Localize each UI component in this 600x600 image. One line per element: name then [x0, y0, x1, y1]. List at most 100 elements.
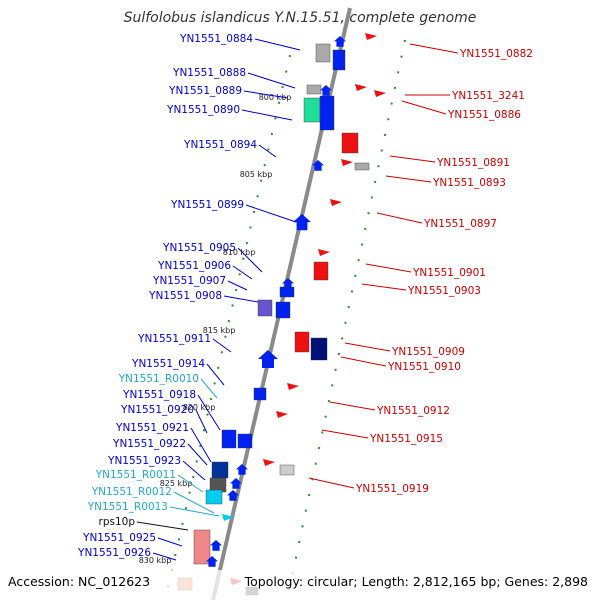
- reverse-gene-label: YN1551_0901: [412, 267, 486, 279]
- footer-backdrop: [0, 570, 600, 600]
- forward-gene-label: YN1551_0914: [131, 358, 205, 370]
- labels: 800 kbp 805 kbp 810 kbp 815 kbp 820 kbp 825 k…: [77, 33, 533, 565]
- forward-leader-line: [243, 90, 289, 99]
- feature-gene-block: [332, 49, 346, 71]
- forward-leader-line: [254, 38, 301, 51]
- forward-leader-line: [157, 537, 183, 547]
- forward-leader-line: [258, 144, 277, 158]
- scale-label: 810 kbp: [223, 248, 256, 257]
- feature-gene-0909: [294, 331, 310, 353]
- forward-leader-line: [187, 443, 208, 466]
- forward-gene-label: YN1551_0920: [120, 404, 194, 416]
- forward-leader-line: [241, 109, 293, 121]
- forward-gene-label: YN1551_0889: [168, 85, 242, 97]
- feature-gene-0907: [279, 286, 295, 298]
- forward-gene-label: YN1551_0899: [170, 199, 244, 211]
- forward-gene-label: YN1551_0918: [122, 389, 196, 401]
- feature-gene-0925: [210, 540, 222, 551]
- feature-gene-0914: [253, 387, 267, 401]
- scale-label: 800 kbp: [259, 93, 292, 102]
- forward-gene-label: YN1551_0890: [166, 104, 240, 116]
- forward-leader-line: [227, 280, 248, 291]
- feature-gene-0890: [303, 97, 321, 123]
- reverse-gene-label: YN1551_0897: [423, 218, 497, 230]
- feature-gene-0890b: [319, 95, 335, 131]
- feature-gene-0920: [221, 429, 237, 449]
- feature-gene-rps10p: [193, 529, 211, 565]
- reverse-leader-line: [409, 43, 459, 54]
- scale-label: 815 kbp: [203, 326, 236, 335]
- forward-gene-label: YN1551_0922: [112, 438, 186, 450]
- forward-leader-line: [232, 265, 253, 280]
- accession-text: Accession: NC_012623: [8, 574, 150, 589]
- feature-gene-0910: [310, 337, 328, 361]
- feature-gene-0912: [287, 383, 299, 390]
- feature-gene-3241: [355, 84, 367, 91]
- feature-gene-0922: [211, 461, 229, 479]
- forward-leader-line: [212, 338, 232, 353]
- reverse-leader-line: [376, 212, 423, 224]
- feature-gene-0926: [206, 556, 218, 567]
- feature-gene-0886: [374, 90, 386, 97]
- reverse-gene-label: YN1551_0886: [447, 109, 521, 121]
- forward-gene-label: YN1551_0923: [107, 455, 181, 467]
- reverse-gene-label: YN1551_0903: [407, 285, 481, 297]
- feature-gene-0882: [365, 33, 377, 40]
- feature-gene-0884: [334, 36, 346, 47]
- forward-gene-label: YN1551_0905: [162, 242, 236, 254]
- forward-leader-line: [182, 460, 206, 481]
- forward-leader-line: [200, 378, 218, 399]
- feature-gene-arrow: [236, 464, 248, 475]
- feature-gene-0915: [276, 411, 288, 418]
- feature-gene-0894: [312, 160, 324, 171]
- forward-leader-line: [177, 474, 204, 493]
- map-title: Sulfolobus islandicus Y.N.15.51, complet…: [124, 10, 477, 26]
- feature-gene-0908: [257, 299, 273, 317]
- reverse-leader-line: [365, 263, 412, 273]
- feature-gene-0906: [282, 278, 294, 289]
- forward-leader-line: [169, 506, 220, 517]
- forward-gene-label: YN1551_0911: [137, 333, 211, 345]
- features: [177, 33, 386, 596]
- feature-gene-0921: [237, 433, 253, 449]
- feature-gene-0897: [330, 199, 342, 206]
- feature-gene-0919: [263, 459, 275, 466]
- reverse-gene-label: YN1551_0893: [432, 177, 506, 189]
- forward-gene-label: YN1551_R0010: [118, 373, 199, 385]
- reverse-gene-label: YN1551_0919: [355, 483, 429, 495]
- forward-leader-line: [190, 427, 212, 463]
- reverse-leader-line: [308, 477, 355, 489]
- feature-gene-arrow: [320, 85, 332, 96]
- outer-tick-track: [286, 39, 406, 600]
- forward-leader-line: [245, 204, 297, 223]
- reverse-leader-line: [340, 356, 387, 367]
- feature-gene-grey: [306, 84, 322, 95]
- feature-gene-0893b: [341, 159, 353, 166]
- forward-gene-label: YN1551_0907: [152, 275, 226, 287]
- forward-leader-line: [195, 409, 208, 434]
- reverse-leader-line: [329, 401, 376, 411]
- forward-leader-line: [247, 72, 296, 89]
- forward-gene-label: YN1551_0906: [157, 260, 231, 272]
- forward-gene-label: YN1551_0926: [77, 547, 151, 559]
- reverse-gene-label: YN1551_3241: [451, 90, 525, 102]
- inner-tick-track: [164, 54, 291, 600]
- reverse-gene-label: YN1551_0909: [391, 346, 465, 358]
- forward-gene-label: YN1551_0894: [183, 139, 257, 151]
- forward-gene-label: YN1551_0921: [115, 422, 189, 434]
- feature-gene-0893: [354, 162, 370, 171]
- feature-gene-grey: [315, 43, 331, 63]
- feature-gene-0908b: [275, 301, 291, 319]
- forward-gene-label: YN1551_0888: [172, 67, 246, 79]
- forward-leader-line: [136, 521, 189, 531]
- reverse-leader-line: [321, 429, 369, 439]
- forward-leader-line: [197, 394, 221, 431]
- feature-gene-0901: [318, 249, 330, 256]
- scale-label: 805 kbp: [240, 170, 273, 179]
- feature-gene-0911: [258, 350, 278, 368]
- forward-leader-line: [206, 363, 225, 386]
- feature-gene-0903: [313, 261, 329, 281]
- forward-gene-label: YN1551_R0013: [87, 501, 168, 513]
- reverse-gene-label: YN1551_0915: [369, 433, 443, 445]
